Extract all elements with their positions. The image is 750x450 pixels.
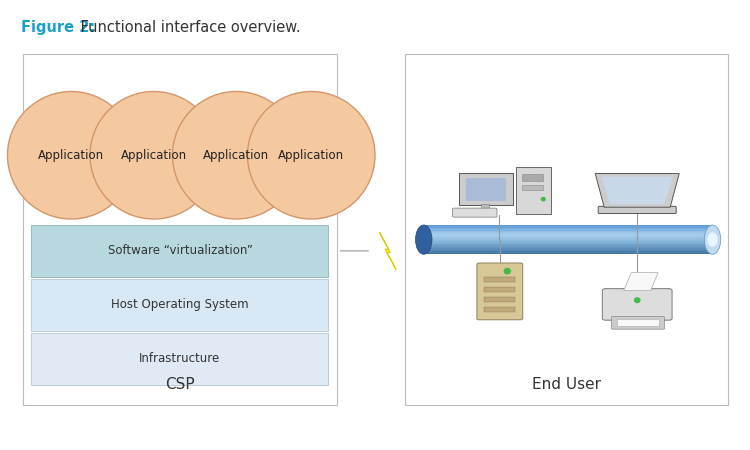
FancyBboxPatch shape <box>459 173 512 205</box>
Text: Application: Application <box>278 149 344 162</box>
FancyBboxPatch shape <box>424 232 712 234</box>
FancyBboxPatch shape <box>484 307 515 311</box>
FancyBboxPatch shape <box>424 234 712 235</box>
Text: Application: Application <box>203 149 269 162</box>
FancyBboxPatch shape <box>424 243 712 244</box>
FancyBboxPatch shape <box>424 246 712 247</box>
FancyBboxPatch shape <box>424 238 712 239</box>
Polygon shape <box>624 272 658 291</box>
FancyBboxPatch shape <box>424 241 712 243</box>
FancyBboxPatch shape <box>424 226 712 228</box>
FancyBboxPatch shape <box>405 54 728 405</box>
FancyBboxPatch shape <box>424 228 712 230</box>
FancyBboxPatch shape <box>477 263 523 320</box>
Ellipse shape <box>416 225 432 254</box>
Ellipse shape <box>248 91 375 219</box>
Text: CSP: CSP <box>165 378 195 392</box>
Text: Figure 2:: Figure 2: <box>21 20 95 35</box>
Ellipse shape <box>172 91 300 219</box>
FancyBboxPatch shape <box>32 279 328 331</box>
Text: Application: Application <box>121 149 187 162</box>
Polygon shape <box>380 232 396 270</box>
FancyBboxPatch shape <box>484 297 515 302</box>
FancyBboxPatch shape <box>32 225 328 277</box>
FancyBboxPatch shape <box>481 203 488 210</box>
FancyBboxPatch shape <box>424 237 712 238</box>
FancyBboxPatch shape <box>424 239 712 241</box>
Ellipse shape <box>8 91 135 219</box>
Text: Application: Application <box>38 149 104 162</box>
Ellipse shape <box>541 197 546 202</box>
Text: Functional interface overview.: Functional interface overview. <box>76 20 300 35</box>
FancyBboxPatch shape <box>424 251 712 253</box>
FancyBboxPatch shape <box>617 320 658 327</box>
FancyBboxPatch shape <box>424 231 712 232</box>
FancyBboxPatch shape <box>424 250 712 251</box>
FancyBboxPatch shape <box>516 166 550 213</box>
FancyBboxPatch shape <box>484 287 515 292</box>
FancyBboxPatch shape <box>598 206 676 213</box>
FancyBboxPatch shape <box>452 208 497 217</box>
FancyBboxPatch shape <box>424 230 712 231</box>
FancyBboxPatch shape <box>471 209 496 212</box>
FancyBboxPatch shape <box>424 253 712 254</box>
Ellipse shape <box>90 91 218 219</box>
FancyBboxPatch shape <box>424 247 712 248</box>
FancyBboxPatch shape <box>32 333 328 385</box>
FancyBboxPatch shape <box>522 184 543 190</box>
FancyBboxPatch shape <box>22 54 338 405</box>
Text: End User: End User <box>532 378 601 392</box>
FancyBboxPatch shape <box>424 235 712 237</box>
Text: Host Operating System: Host Operating System <box>111 298 249 311</box>
FancyBboxPatch shape <box>602 289 672 320</box>
Ellipse shape <box>634 297 640 303</box>
Ellipse shape <box>704 225 721 254</box>
Ellipse shape <box>707 232 718 247</box>
FancyBboxPatch shape <box>424 244 712 246</box>
FancyBboxPatch shape <box>611 317 664 329</box>
FancyBboxPatch shape <box>466 178 506 201</box>
Polygon shape <box>596 173 680 207</box>
Polygon shape <box>602 176 674 204</box>
Text: Infrastructure: Infrastructure <box>140 352 220 365</box>
FancyBboxPatch shape <box>424 248 712 250</box>
FancyBboxPatch shape <box>484 277 515 282</box>
FancyBboxPatch shape <box>424 225 712 226</box>
FancyBboxPatch shape <box>522 174 543 181</box>
Ellipse shape <box>503 268 511 274</box>
Text: Software “virtualization”: Software “virtualization” <box>107 244 253 257</box>
